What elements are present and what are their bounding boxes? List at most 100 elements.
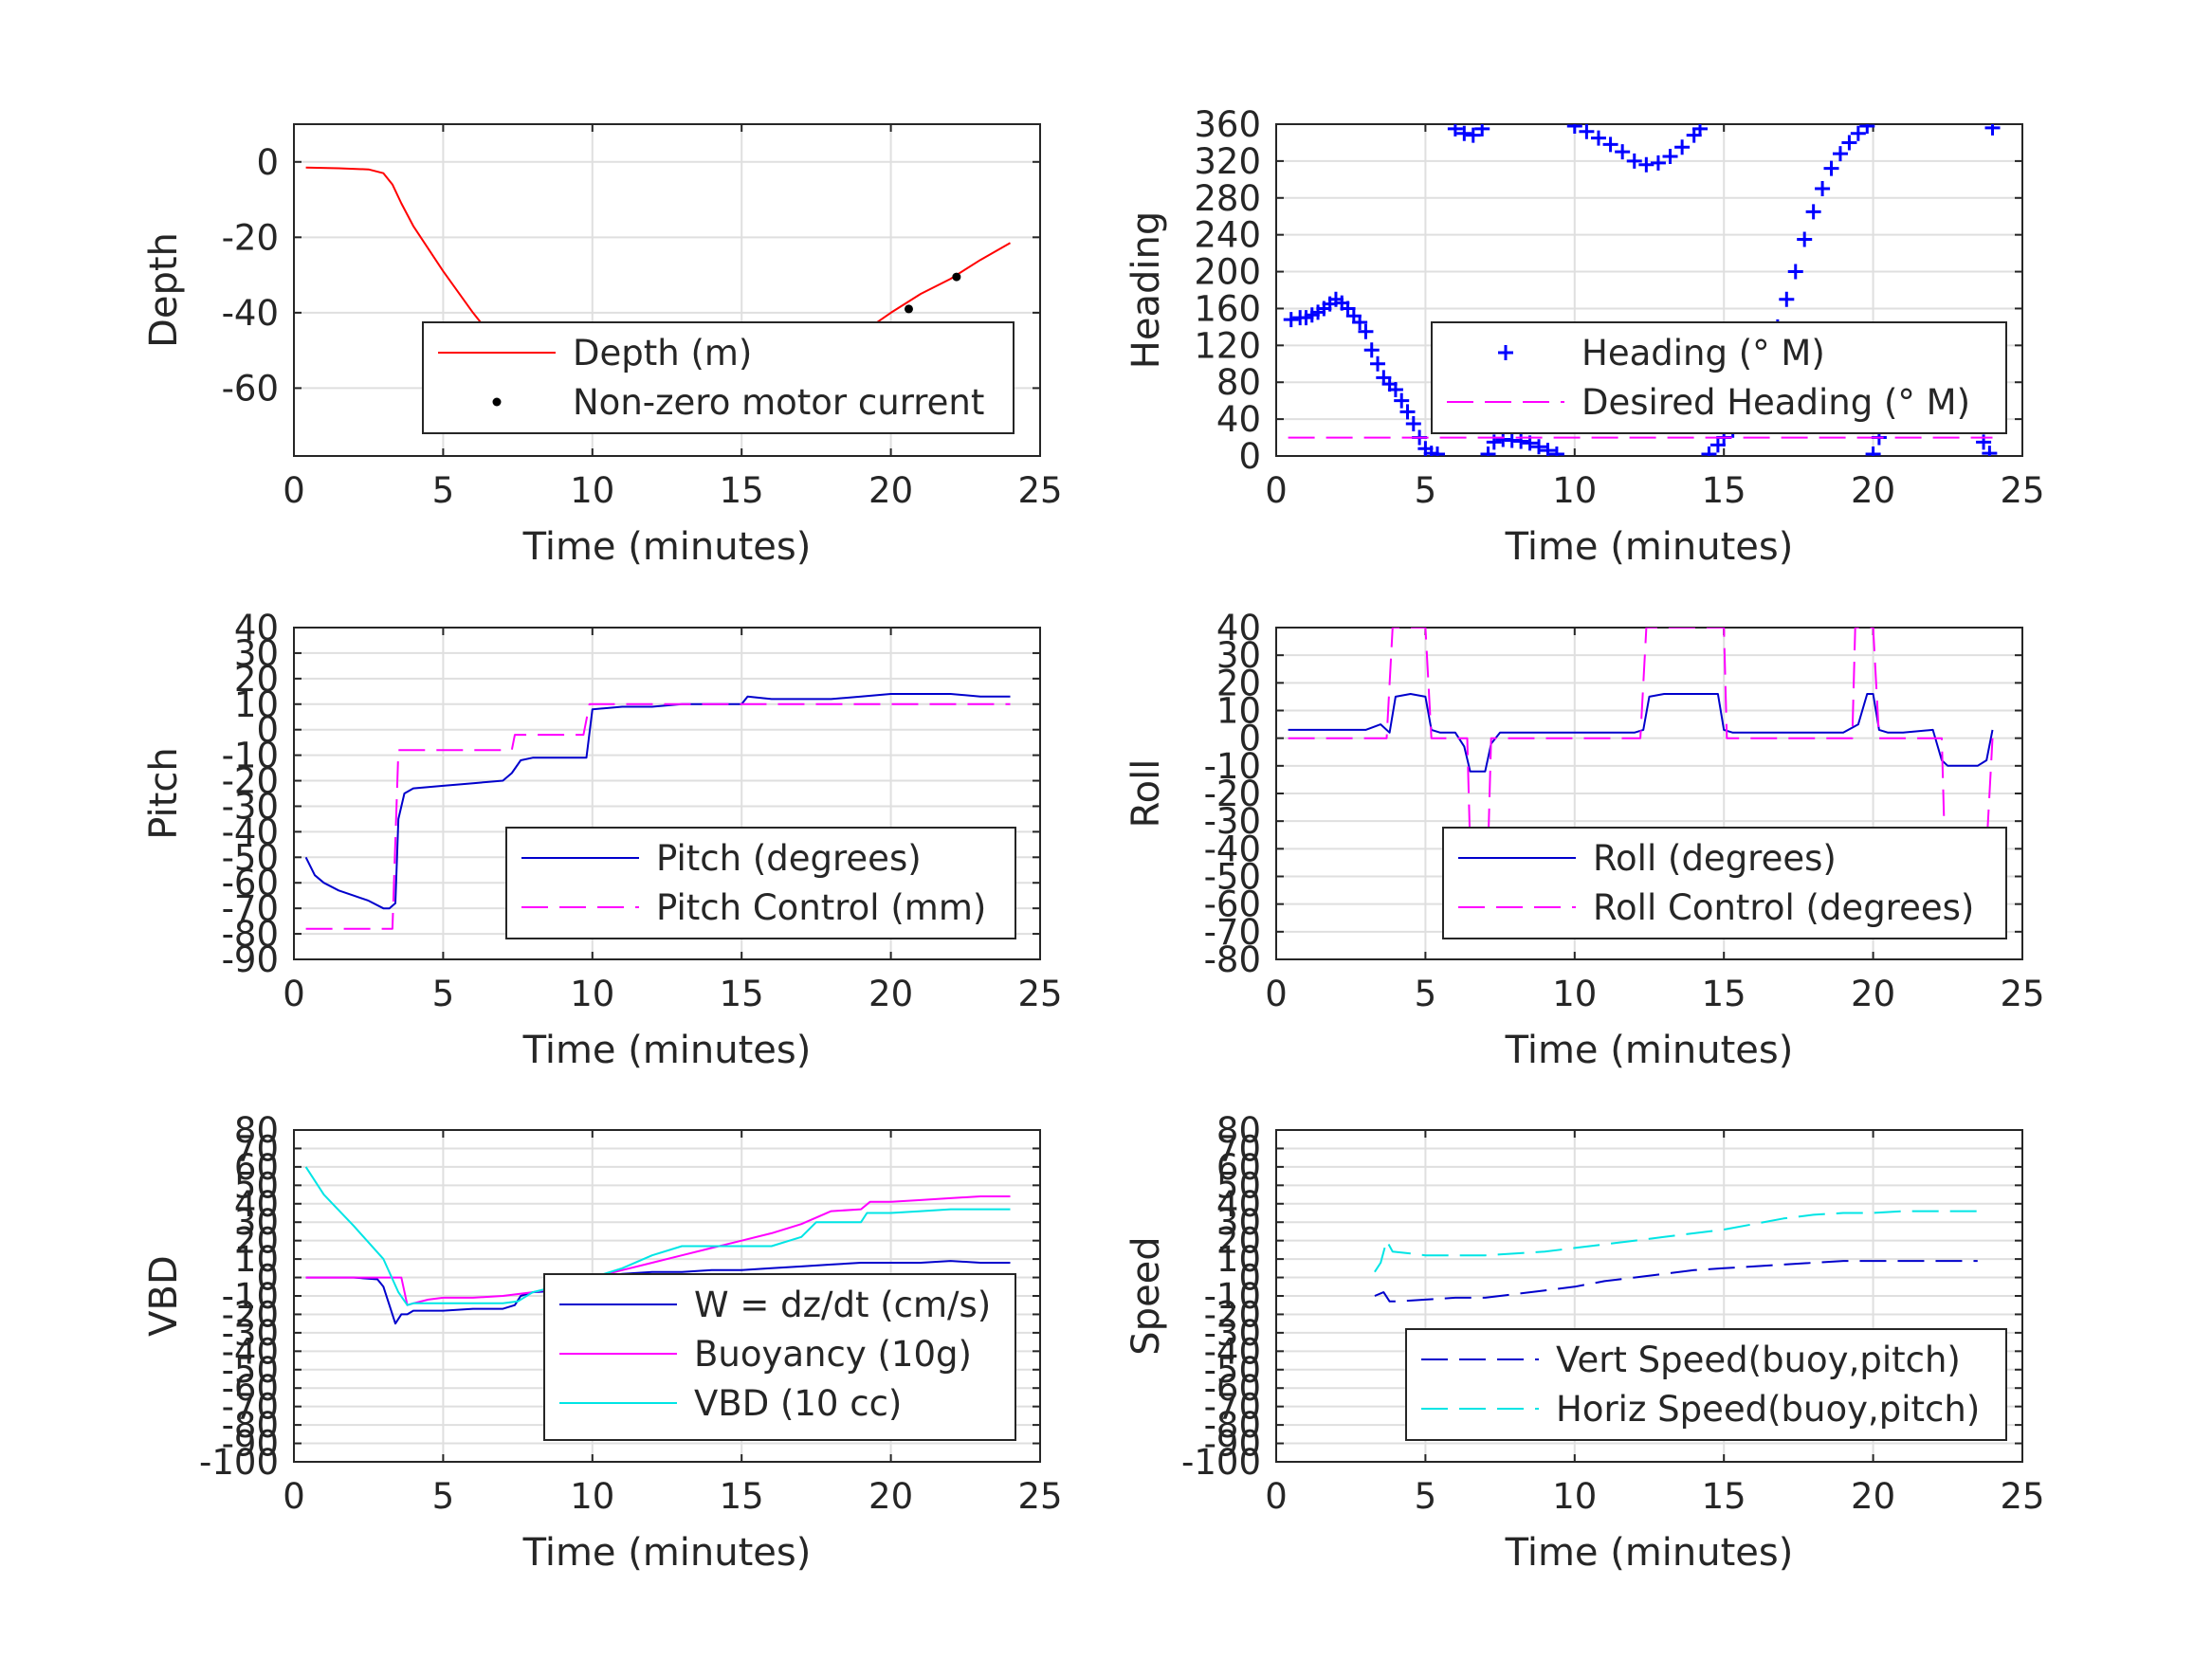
- y-tick-label: -30: [222, 1313, 279, 1354]
- y-tick-label: -10: [1204, 746, 1261, 787]
- x-tick-label: 10: [1552, 470, 1597, 511]
- x-tick-label: 15: [1702, 470, 1746, 511]
- legend-box: [505, 827, 1016, 939]
- panel-vbd: 0 5 10 15 20 25-100-90-80-70-60-50-40-30-20-1…: [142, 1110, 1063, 1575]
- x-tick-label: 25: [2000, 470, 2044, 511]
- x-tick-label: 20: [868, 1476, 913, 1517]
- x-tick-label: 15: [1702, 974, 1746, 1014]
- y-tick-label: -20: [222, 217, 279, 258]
- legend-label: Pitch (degrees): [656, 838, 922, 879]
- y-tick-label: -40: [222, 811, 279, 852]
- y-tick-label: 20: [234, 1221, 279, 1262]
- y-tick-label: 30: [1216, 1202, 1261, 1243]
- x-tick-label: 0: [1265, 1476, 1288, 1517]
- data-point: [1638, 156, 1654, 173]
- y-tick-label: 50: [234, 1165, 279, 1206]
- data-point: [1701, 447, 1717, 456]
- data-point: [1387, 382, 1403, 397]
- data-point: [1513, 433, 1529, 449]
- x-axis-label: Time (minutes): [522, 1029, 812, 1072]
- x-tick-label: 20: [1851, 974, 1895, 1014]
- y-tick-label: -60: [222, 368, 279, 409]
- y-tick-label: -20: [1204, 1294, 1261, 1335]
- x-tick-label: 10: [1552, 974, 1597, 1014]
- data-point: [952, 272, 961, 282]
- data-point: [1363, 342, 1380, 358]
- data-point: [1429, 447, 1445, 456]
- legend-label: Depth (m): [573, 333, 752, 374]
- y-tick-label: -100: [199, 1442, 279, 1483]
- y-tick-label: 0: [1238, 436, 1261, 477]
- x-tick-label: 25: [2000, 974, 2044, 1014]
- legend-label: Heading (° M): [1581, 333, 1825, 374]
- series-line: [304, 693, 1011, 910]
- data-point: [1982, 446, 1998, 456]
- y-tick-label: -80: [1204, 1405, 1261, 1446]
- data-point: [1787, 264, 1803, 280]
- y-tick-label: -10: [1204, 1276, 1261, 1317]
- data-point: [1474, 124, 1490, 137]
- y-tick-label: -20: [222, 1294, 279, 1335]
- legend-label: W = dz/dt (cm/s): [694, 1285, 991, 1325]
- y-tick-label: 60: [1216, 1147, 1261, 1188]
- x-tick-label: 0: [1265, 974, 1288, 1014]
- y-tick-label: 30: [234, 633, 279, 674]
- y-tick-label: 40: [1216, 1184, 1261, 1225]
- x-tick-label: 20: [868, 974, 913, 1014]
- data-point: [1615, 144, 1631, 160]
- data-point: [904, 304, 913, 314]
- legend-swatch: [492, 397, 502, 407]
- legend-label: Pitch Control (mm): [656, 887, 986, 928]
- data-point: [1480, 447, 1496, 456]
- data-point: [1797, 231, 1813, 247]
- panel-speed: 0 5 10 15 20 25-100-90-80-70-60-50-40-30-20-1…: [1124, 1110, 2045, 1575]
- data-point: [1465, 127, 1481, 143]
- legend-label: Vert Speed(buoy,pitch): [1556, 1340, 1961, 1380]
- y-axis-label: VBD: [142, 1255, 186, 1337]
- x-tick-label: 0: [283, 1476, 305, 1517]
- panel-roll: 0 5 10 15 20 25-80-70-60-50-40-30-20-10010203…: [1124, 608, 2045, 1072]
- y-tick-label: 10: [234, 684, 279, 725]
- y-tick-label: 20: [234, 659, 279, 700]
- y-tick-label: -80: [1204, 939, 1261, 980]
- x-tick-label: 5: [1415, 1476, 1437, 1517]
- y-tick-label: 360: [1194, 104, 1261, 145]
- legend-label: Horiz Speed(buoy,pitch): [1556, 1389, 1980, 1430]
- series-line: [1288, 628, 1994, 850]
- data-point: [1692, 124, 1709, 137]
- x-tick-label: 5: [1415, 974, 1437, 1014]
- x-tick-label: 10: [570, 1476, 614, 1517]
- y-tick-label: -60: [1204, 884, 1261, 925]
- data-point: [1865, 447, 1881, 456]
- y-tick-label: -50: [1204, 1350, 1261, 1391]
- data-point: [1548, 447, 1564, 456]
- x-tick-label: 15: [720, 470, 764, 511]
- legend-box: [1405, 1328, 2007, 1441]
- x-tick-label: 5: [432, 470, 455, 511]
- x-tick-label: 20: [1851, 1476, 1895, 1517]
- y-tick-label: 120: [1194, 325, 1261, 366]
- y-tick-label: 40: [234, 608, 279, 648]
- legend-swatch: [1498, 345, 1513, 360]
- data-point: [1399, 404, 1416, 420]
- y-tick-label: -10: [222, 1276, 279, 1317]
- y-tick-label: 10: [1216, 691, 1261, 732]
- plot-area: [304, 693, 1011, 930]
- y-tick-label: -70: [222, 888, 279, 929]
- data-point: [1566, 124, 1582, 134]
- legend-box: [543, 1273, 1016, 1441]
- data-point: [1540, 443, 1556, 456]
- y-tick-label: 0: [256, 710, 279, 751]
- y-tick-label: -60: [1204, 1368, 1261, 1409]
- y-axis-label: Heading: [1124, 211, 1168, 369]
- data-point: [1283, 312, 1299, 328]
- x-tick-label: 20: [1851, 470, 1895, 511]
- x-tick-label: 5: [432, 1476, 455, 1517]
- data-point: [1779, 291, 1795, 307]
- data-point: [1590, 130, 1606, 146]
- y-tick-label: 50: [1216, 1165, 1261, 1206]
- y-tick-label: -30: [1204, 1313, 1261, 1354]
- panel-depth: 0 5 10 15 20 25 -60 -40 -20 0 Time (minutes) Depth D…: [142, 123, 1063, 569]
- series-line: [1374, 1210, 1987, 1273]
- y-axis-label: Pitch: [142, 747, 186, 839]
